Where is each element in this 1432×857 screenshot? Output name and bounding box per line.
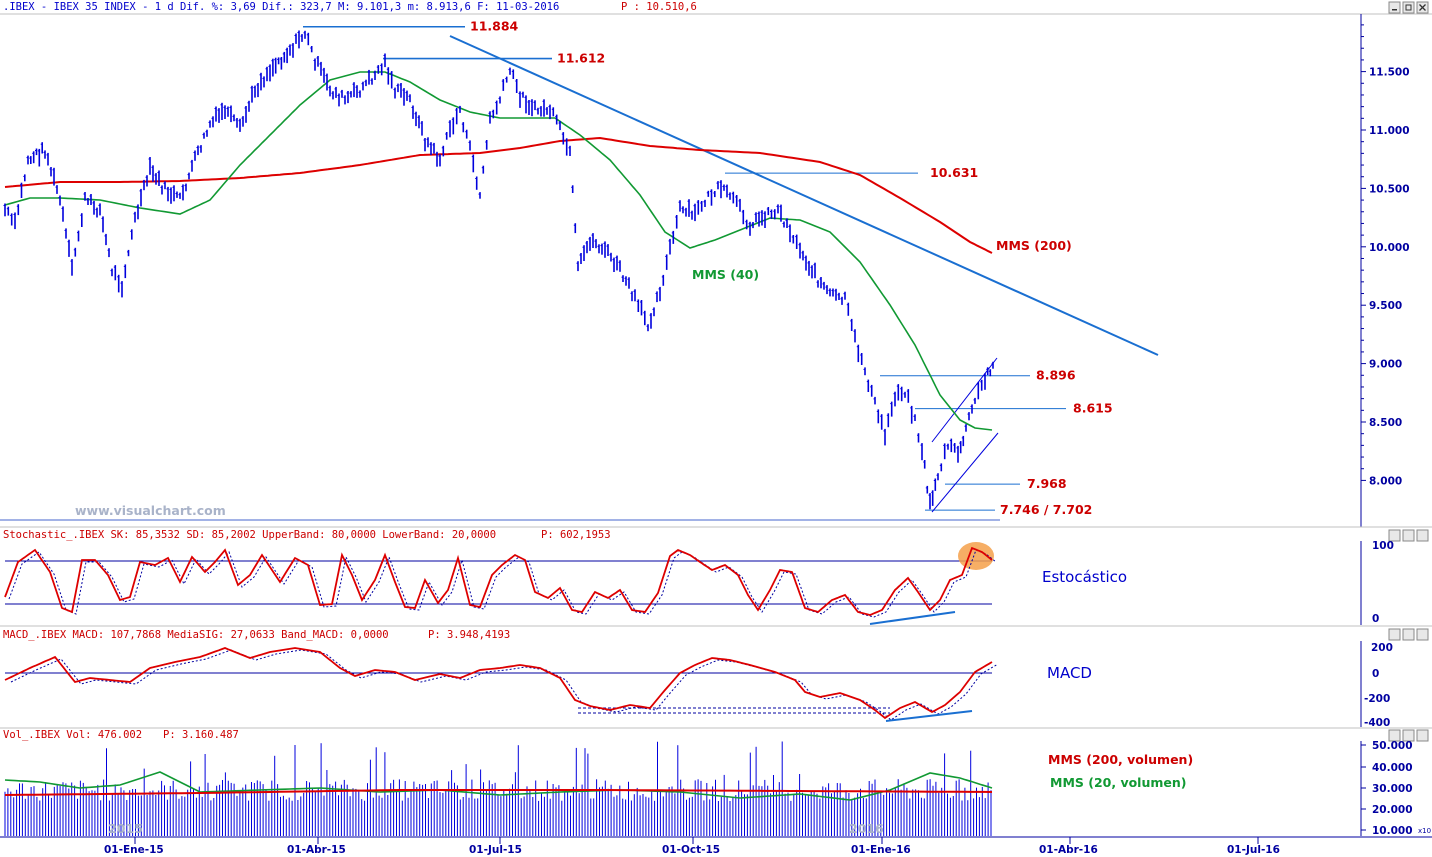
price-header: .IBEX - IBEX 35 INDEX - 1 d Dif. %: 3,69… [3,1,559,13]
macd-signal-line [10,649,999,721]
price-window-buttons [1388,1,1429,14]
vol-close-button[interactable] [1416,729,1429,742]
vol-y-tick-label: 20.000 [1372,804,1413,816]
stoch-close-button[interactable] [1416,529,1429,542]
vol-y-tick-label: 10.000 [1372,825,1413,837]
price-y-tick-label: 8.000 [1369,475,1402,487]
price-level-label: 10.631 [930,165,978,180]
x-tick-label: 01-Abr-15 [287,844,346,856]
stoch-ytick-0: 0 [1372,613,1379,625]
price-y-tick-label: 9.500 [1369,300,1402,312]
channel-upper-line [931,357,998,443]
price-series [3,30,994,510]
price-levels: 11.884 11.612 10.631 8.896 8.615 7.968 7.746 /… [303,19,1113,517]
stoch-divergence-line [869,611,956,625]
price-panel: .IBEX - IBEX 35 INDEX - 1 d Dif. %: 3,69… [0,1,1432,527]
price-y-tick-label: 11.500 [1369,67,1410,79]
price-y-tick-label: 9.000 [1369,359,1402,371]
close-icon [1419,4,1426,11]
x-axis: 01-Ene-15 01-Abr-15 01-Jul-15 01-Oct-15 01-E… [0,836,1432,856]
vol-header-p: P: 3.160.487 [163,729,239,741]
vol-header: Vol_.IBEX Vol: 476.002 [3,729,142,741]
macd-label: MACD [1047,664,1092,682]
mms40-label: MMS (40) [692,267,759,282]
volume-panel: Vol_.IBEX Vol: 476.002 P: 3.160.487 50.0… [0,727,1432,837]
vol-mms200-line [4,789,993,796]
year-label-2016: 2016 [849,821,884,836]
vol-y-tick-label: 40.000 [1372,762,1413,774]
vol-y-tick-label: 50.000 [1372,740,1413,752]
mms40-line [4,71,993,431]
stoch-header: Stochastic_.IBEX SK: 85,3532 SD: 85,2002… [3,529,496,541]
stoch-ytick-100: 100 [1372,540,1394,552]
vol-scale-note: x10 [1418,827,1431,835]
price-header-p: P : 10.510,6 [621,1,697,13]
vol-mms20-label: MMS (20, volumen) [1050,775,1186,790]
mms200-label: MMS (200) [996,238,1072,253]
price-level-label: 7.746 / 7.702 [1000,502,1092,517]
minimize-button[interactable] [1388,1,1401,14]
vol-mms200-label: MMS (200, volumen) [1048,752,1193,767]
vol-y-axis: 50.000 40.000 30.000 20.000 10.000 [1361,740,1413,837]
stoch-sk-line [4,546,993,616]
stoch-label: Estocástico [1042,568,1127,586]
channel-lower-line [931,432,999,513]
price-level-label: 8.896 [1036,368,1076,383]
macd-header-p: P: 3.948,4193 [428,629,510,641]
macd-minimize-button[interactable] [1388,628,1401,641]
maximize-button[interactable] [1402,1,1415,14]
stoch-maximize-button[interactable] [1402,529,1415,542]
price-y-tick-label: 11.000 [1369,125,1410,137]
stoch-sd-line [8,549,997,618]
price-y-axis: 11.500 11.000 10.500 10.000 9.500 9.000 8.500 8… [1361,24,1410,487]
price-y-tick-label: 10.000 [1369,242,1410,254]
stochastic-panel: Stochastic_.IBEX SK: 85,3532 SD: 85,2002… [0,526,1432,625]
maximize-icon [1405,4,1412,11]
mms200-line [4,136,993,254]
x-tick-label: 01-Abr-16 [1039,844,1098,856]
vol-y-tick-label: 30.000 [1372,783,1413,795]
year-label-2015: 2015 [108,821,143,836]
x-tick-label: 01-Ene-16 [851,844,911,856]
vol-mms20-line [4,771,993,801]
watermark: www.visualchart.com [75,503,226,518]
macd-ytick-200: 200 [1371,642,1393,654]
x-tick-label: 01-Ene-15 [104,844,164,856]
price-level-label: 11.612 [557,51,605,66]
minimize-icon [1392,9,1397,11]
price-level-label: 8.615 [1073,401,1113,416]
volume-bars [4,741,992,836]
stoch-minimize-button[interactable] [1388,529,1401,542]
downtrend-line [449,35,1159,356]
x-ticks: 01-Ene-15 01-Abr-15 01-Jul-15 01-Oct-15 01-E… [104,837,1280,856]
macd-header: MACD_.IBEX MACD: 107,7868 MediaSIG: 27,0… [3,629,389,641]
price-level-label: 11.884 [470,19,519,34]
macd-divergence-line [885,710,973,722]
x-tick-label: 01-Jul-15 [469,844,522,856]
price-y-tick-label: 8.500 [1369,417,1402,429]
macd-close-button[interactable] [1416,628,1429,641]
price-y-tick-label: 10.500 [1369,183,1410,195]
macd-ytick-0: 0 [1372,668,1379,680]
macd-ytick-neg400: -400 [1364,717,1390,729]
vol-minimize-button[interactable] [1388,729,1401,742]
macd-ytick-neg200: -200 [1364,693,1390,705]
price-level-label: 7.968 [1027,476,1067,491]
x-tick-label: 01-Jul-16 [1227,844,1280,856]
macd-panel: MACD_.IBEX MACD: 107,7868 MediaSIG: 27,0… [0,625,1432,729]
macd-line [4,647,993,720]
stoch-header-p: P: 602,1953 [541,529,611,541]
vol-maximize-button[interactable] [1402,729,1415,742]
macd-maximize-button[interactable] [1402,628,1415,641]
x-tick-label: 01-Oct-15 [662,844,720,856]
